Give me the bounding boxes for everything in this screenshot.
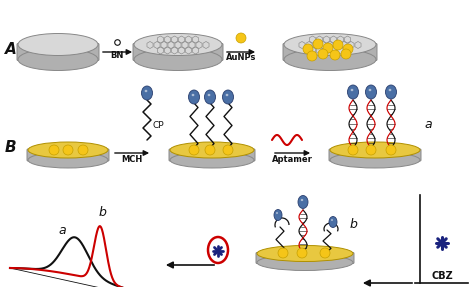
FancyBboxPatch shape <box>169 149 255 161</box>
Ellipse shape <box>226 94 228 96</box>
Circle shape <box>49 145 59 155</box>
Ellipse shape <box>385 85 396 99</box>
FancyBboxPatch shape <box>256 253 354 263</box>
Ellipse shape <box>276 212 278 214</box>
Ellipse shape <box>351 89 354 91</box>
Circle shape <box>278 248 288 258</box>
Ellipse shape <box>28 152 108 168</box>
Text: Aptamer: Aptamer <box>272 156 312 164</box>
FancyBboxPatch shape <box>283 44 377 61</box>
Ellipse shape <box>170 142 254 158</box>
Ellipse shape <box>365 85 376 99</box>
FancyBboxPatch shape <box>329 149 421 161</box>
Circle shape <box>366 145 376 155</box>
Text: CBZ: CBZ <box>431 271 453 281</box>
Circle shape <box>189 145 199 155</box>
Ellipse shape <box>284 49 376 71</box>
Ellipse shape <box>222 90 234 104</box>
Ellipse shape <box>257 245 353 261</box>
Ellipse shape <box>208 94 210 96</box>
Ellipse shape <box>28 142 108 158</box>
Circle shape <box>341 49 351 59</box>
Circle shape <box>236 33 246 43</box>
Ellipse shape <box>389 89 392 91</box>
Text: b: b <box>350 218 358 232</box>
Circle shape <box>318 49 328 59</box>
FancyBboxPatch shape <box>133 44 223 61</box>
Ellipse shape <box>18 34 98 55</box>
Text: a: a <box>58 224 66 236</box>
Ellipse shape <box>191 94 194 96</box>
Circle shape <box>307 51 317 61</box>
Ellipse shape <box>301 199 303 201</box>
Text: a: a <box>424 119 432 131</box>
Text: A: A <box>5 42 17 57</box>
Ellipse shape <box>347 85 358 99</box>
Ellipse shape <box>134 49 222 71</box>
Circle shape <box>297 248 307 258</box>
Ellipse shape <box>204 90 216 104</box>
Ellipse shape <box>329 216 337 228</box>
Circle shape <box>348 145 358 155</box>
Ellipse shape <box>330 142 420 158</box>
Ellipse shape <box>257 255 353 271</box>
Ellipse shape <box>369 89 371 91</box>
Text: BN: BN <box>110 51 124 59</box>
Ellipse shape <box>274 210 282 220</box>
Circle shape <box>78 145 88 155</box>
Circle shape <box>320 248 330 258</box>
Ellipse shape <box>145 90 147 92</box>
Ellipse shape <box>331 219 333 221</box>
Circle shape <box>63 145 73 155</box>
Ellipse shape <box>298 195 308 208</box>
Ellipse shape <box>142 86 153 100</box>
Text: AuNPs: AuNPs <box>226 53 256 61</box>
Text: B: B <box>5 141 17 156</box>
Circle shape <box>223 145 233 155</box>
Circle shape <box>303 44 313 54</box>
Text: CP: CP <box>153 121 164 129</box>
FancyBboxPatch shape <box>27 149 109 161</box>
Circle shape <box>205 145 215 155</box>
Circle shape <box>313 39 323 49</box>
Circle shape <box>343 44 353 54</box>
Ellipse shape <box>189 90 200 104</box>
Ellipse shape <box>170 152 254 168</box>
Circle shape <box>330 50 340 60</box>
Circle shape <box>323 43 333 53</box>
Text: MCH: MCH <box>121 156 143 164</box>
Circle shape <box>386 145 396 155</box>
FancyBboxPatch shape <box>17 44 99 61</box>
Circle shape <box>333 40 343 50</box>
Text: b: b <box>98 207 106 220</box>
Ellipse shape <box>18 49 98 71</box>
Ellipse shape <box>134 34 222 55</box>
Ellipse shape <box>284 34 376 55</box>
Ellipse shape <box>330 152 420 168</box>
